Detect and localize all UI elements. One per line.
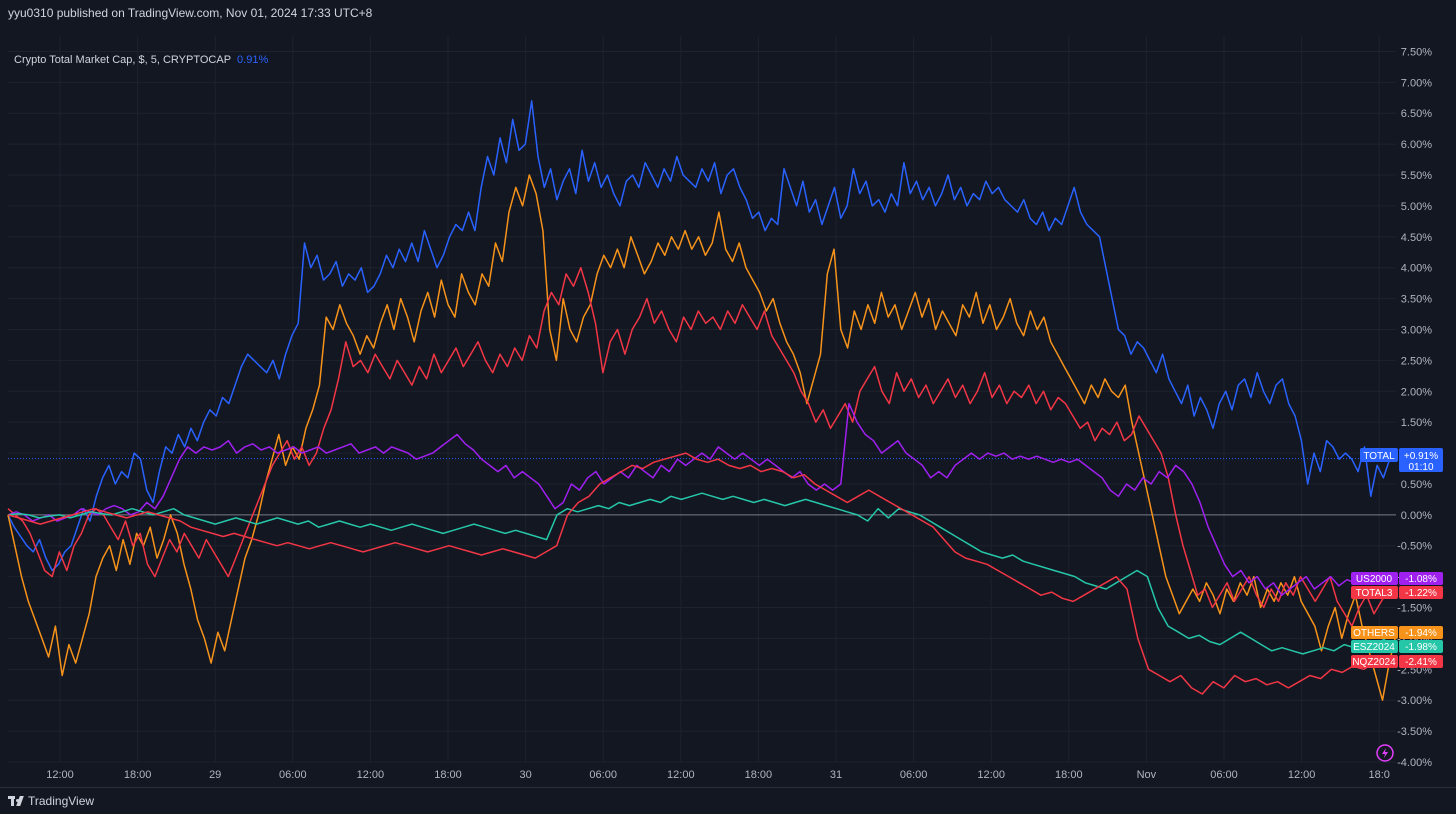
zero-line bbox=[8, 458, 1396, 516]
series-label-value: +0.91% bbox=[1404, 451, 1438, 462]
series-labels: TOTAL +0.91%01:10 OTHERS -1.94% TOTAL3 -1.22%… bbox=[1351, 448, 1443, 668]
y-tick-label: 5.50% bbox=[1401, 170, 1432, 182]
series-label-others: OTHERS -1.94% bbox=[1351, 626, 1443, 639]
series-label-name: TOTAL3 bbox=[1356, 588, 1393, 599]
x-tick-label: 18:00 bbox=[1055, 769, 1083, 781]
series-label-name: US2000 bbox=[1356, 574, 1393, 585]
series-line-total3 bbox=[7, 266, 1397, 627]
x-tick-label: 06:00 bbox=[279, 769, 307, 781]
series-label-name: NQZ2024 bbox=[1352, 657, 1396, 668]
y-tick-label: 0.50% bbox=[1401, 479, 1432, 491]
series-line-esz2024 bbox=[7, 492, 1397, 655]
price-chart[interactable]: 7.50% 7.00% 6.50% 6.00% 5.50% 5.00% 4.50% 4.00%… bbox=[0, 26, 1456, 787]
publish-info: yyu0310 published on TradingView.com, No… bbox=[8, 6, 373, 20]
y-tick-label: 1.50% bbox=[1401, 417, 1432, 429]
y-tick-label: -4.00% bbox=[1397, 757, 1432, 769]
series-layer bbox=[7, 100, 1397, 701]
y-tick-label: 5.00% bbox=[1401, 201, 1432, 213]
x-tick-label: 18:0 bbox=[1368, 769, 1389, 781]
series-label-value: -1.98% bbox=[1405, 642, 1437, 653]
x-tick-label: 06:00 bbox=[1210, 769, 1238, 781]
x-tick-label: 06:00 bbox=[589, 769, 617, 781]
series-label-name: OTHERS bbox=[1353, 628, 1395, 639]
y-tick-label: -3.50% bbox=[1397, 726, 1432, 738]
y-tick-label: -0.50% bbox=[1397, 541, 1432, 553]
series-label-total: TOTAL +0.91%01:10 bbox=[1360, 448, 1443, 473]
x-tick-label: 30 bbox=[519, 769, 531, 781]
y-tick-label: 2.00% bbox=[1401, 386, 1432, 398]
y-tick-label: 2.50% bbox=[1401, 355, 1432, 367]
lightning-icon[interactable] bbox=[1376, 744, 1394, 762]
series-label-value: -1.08% bbox=[1405, 574, 1437, 585]
x-tick-label: 12:00 bbox=[667, 769, 695, 781]
y-tick-label: -1.50% bbox=[1397, 603, 1432, 615]
series-line-total bbox=[7, 100, 1397, 572]
x-tick-label: 31 bbox=[830, 769, 842, 781]
x-tick-label: 18:00 bbox=[434, 769, 462, 781]
series-label-nqz2024: NQZ2024 -2.41% bbox=[1351, 655, 1443, 668]
y-tick-label: -3.00% bbox=[1397, 695, 1432, 707]
y-tick-label: 0.00% bbox=[1401, 510, 1432, 522]
series-line-us2000 bbox=[7, 402, 1397, 596]
series-label-value: -1.94% bbox=[1405, 628, 1437, 639]
series-label-esz2024: ESZ2024 -1.98% bbox=[1351, 640, 1443, 653]
x-tick-label: 29 bbox=[209, 769, 221, 781]
grid-lines bbox=[8, 36, 1396, 763]
series-label-value: -2.41% bbox=[1405, 657, 1437, 668]
x-tick-label: 12:00 bbox=[1288, 769, 1316, 781]
series-label-name: ESZ2024 bbox=[1353, 642, 1395, 653]
y-tick-label: 6.00% bbox=[1401, 139, 1432, 151]
series-line-others bbox=[7, 174, 1397, 701]
publish-header: yyu0310 published on TradingView.com, No… bbox=[0, 0, 1456, 26]
x-tick-label: Nov bbox=[1137, 769, 1157, 781]
y-tick-label: 4.50% bbox=[1401, 232, 1432, 244]
series-label-total3: TOTAL3 -1.22% bbox=[1351, 586, 1443, 599]
y-tick-label: 7.50% bbox=[1401, 46, 1432, 58]
x-tick-label: 06:00 bbox=[900, 769, 928, 781]
symbol-change: 0.91% bbox=[237, 54, 269, 66]
x-tick-label: 12:00 bbox=[357, 769, 385, 781]
series-label-us2000: US2000 -1.08% bbox=[1351, 572, 1443, 585]
y-tick-label: 3.50% bbox=[1401, 294, 1432, 306]
x-axis: 12:00 18:00 29 06:00 12:00 18:00 30 06:00 12:00 1… bbox=[46, 769, 1390, 781]
y-tick-label: 3.00% bbox=[1401, 324, 1432, 336]
symbol-legend[interactable]: Crypto Total Market Cap, $, 5, CRYPTOCAP… bbox=[14, 54, 268, 66]
series-label-value: -1.22% bbox=[1405, 588, 1437, 599]
y-tick-label: 6.50% bbox=[1401, 108, 1432, 120]
y-tick-label: 7.00% bbox=[1401, 77, 1432, 89]
series-label-name: TOTAL bbox=[1363, 451, 1395, 462]
tradingview-logo-icon bbox=[8, 796, 24, 806]
symbol-name: Crypto Total Market Cap, $, 5, CRYPTOCAP bbox=[14, 54, 232, 66]
brand-name: TradingView bbox=[28, 794, 95, 808]
x-tick-label: 18:00 bbox=[124, 769, 152, 781]
x-tick-label: 12:00 bbox=[46, 769, 74, 781]
chart-area[interactable]: 7.50% 7.00% 6.50% 6.00% 5.50% 5.00% 4.50% 4.00%… bbox=[0, 26, 1456, 787]
tradingview-logo[interactable]: TradingView bbox=[8, 794, 94, 808]
series-line-nqz2024 bbox=[7, 452, 1397, 695]
footer: TradingView bbox=[0, 787, 1456, 814]
countdown-label: 01:10 bbox=[1408, 462, 1433, 473]
x-tick-label: 18:00 bbox=[745, 769, 773, 781]
x-tick-label: 12:00 bbox=[977, 769, 1005, 781]
y-tick-label: 4.00% bbox=[1401, 263, 1432, 275]
